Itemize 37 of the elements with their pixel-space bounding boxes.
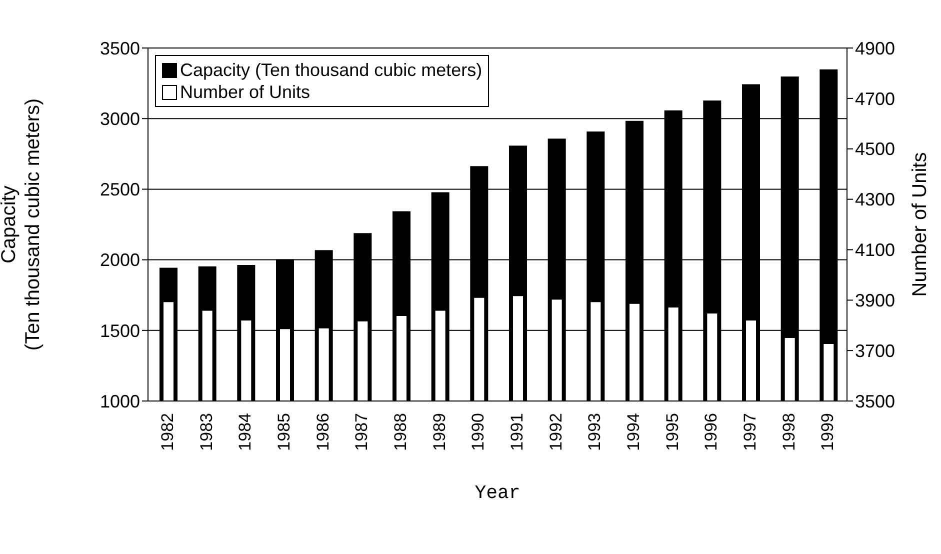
x-tick-label: 1999 [818,413,838,451]
y-tick-label: 1500 [100,320,140,341]
x-tick-label: 1986 [313,413,332,451]
y2-tick-label: 4700 [855,88,896,109]
x-tick-label: 1988 [390,413,410,451]
x-tick-label: 1991 [507,413,526,451]
x-tick-label: 1993 [585,413,604,451]
legend-label: Number of Units [180,81,310,103]
y-tick-label: 3000 [100,108,140,129]
y2-axis-title: Number of Units [909,152,931,297]
x-tick-label: 1992 [546,413,566,451]
x-tick-label: 1985 [274,413,294,451]
y-tick-label: 1000 [100,391,140,412]
x-tick-label: 1990 [468,413,488,451]
y-tick-label: 2000 [100,250,140,270]
y2-tick-label: 4500 [855,139,896,160]
y2-tick-label: 4100 [855,240,896,260]
y2-tick-label: 3900 [855,290,896,311]
x-tick-label: 1995 [662,413,682,451]
y2-tick-label: 4900 [855,38,896,58]
x-tick-label: 1987 [352,413,372,451]
x-tick-label: 1998 [779,413,798,451]
y2-tick-label: 4300 [855,190,896,210]
y2-tick-label: 3700 [855,340,896,361]
x-tick-label: 1984 [236,413,255,451]
x-tick-label: 1983 [196,413,216,451]
x-tick-label: 1982 [158,413,177,451]
y-tick-label: 2500 [100,180,140,200]
y-tick-label: 3500 [100,38,140,58]
x-axis-title: Year [474,482,520,504]
y2-tick-label: 3500 [855,391,896,412]
legend-label: Capacity (Ten thousand cubic meters) [180,59,482,81]
y-axis-title: Capacity (Ten thousand cubic meters) [0,98,44,351]
x-tick-label: 1996 [702,413,721,451]
x-tick-label: 1989 [430,413,449,451]
x-tick-label: 1994 [624,413,643,451]
x-tick-label: 1997 [740,413,760,451]
